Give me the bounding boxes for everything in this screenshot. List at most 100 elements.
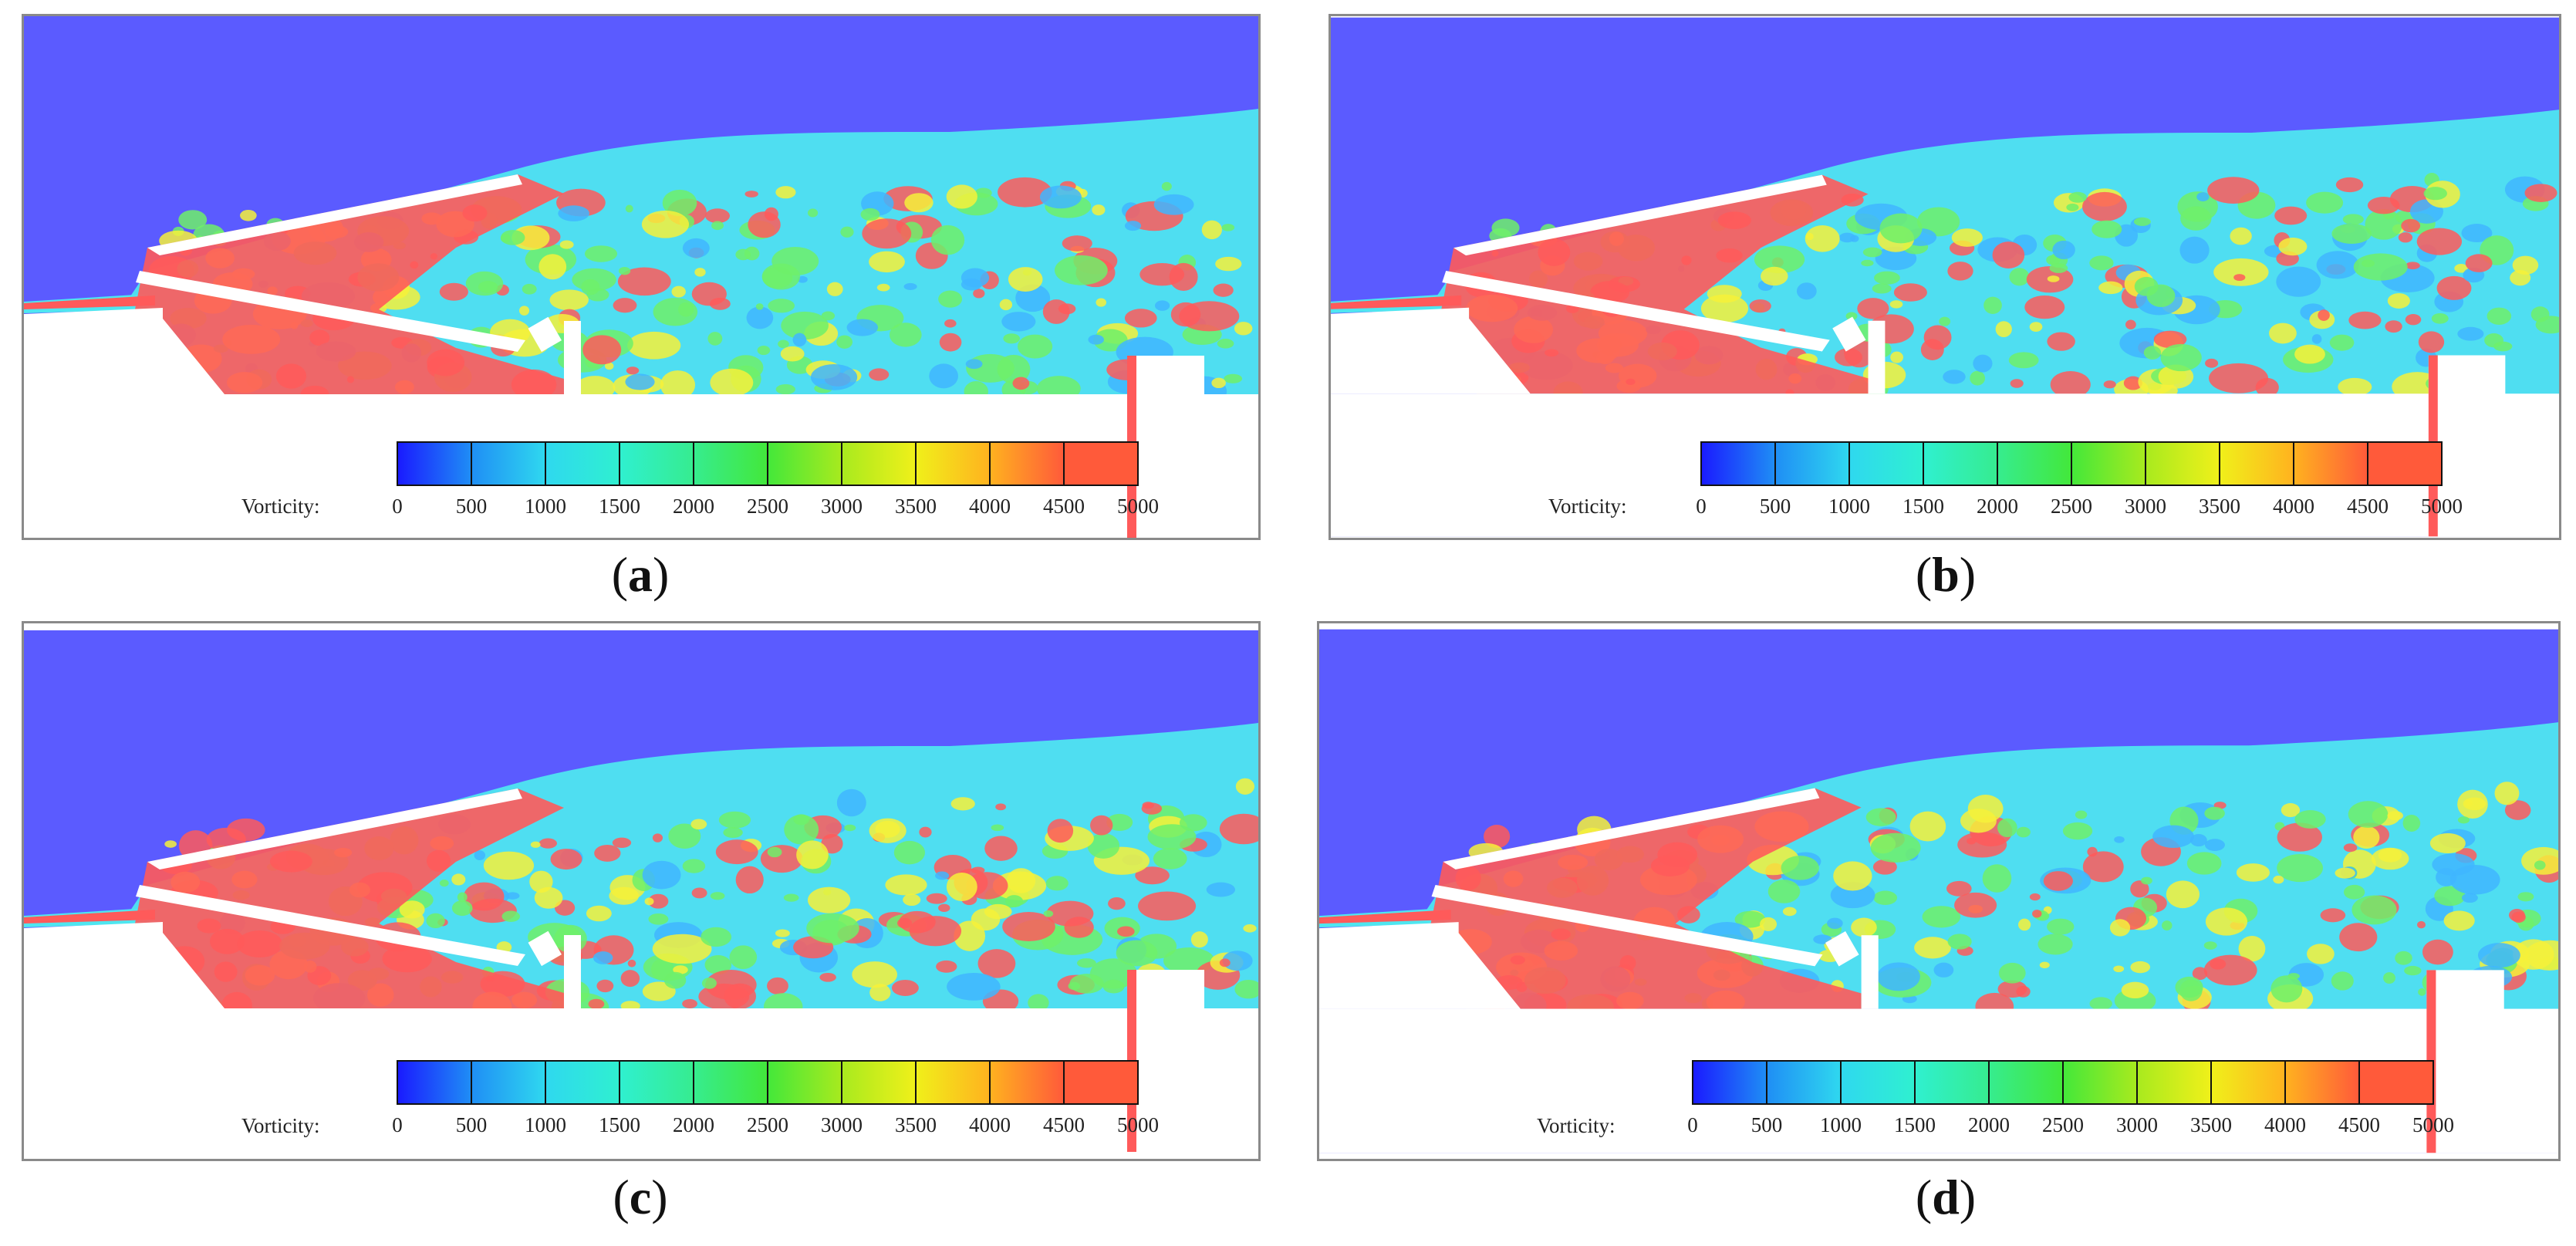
colorbar-tick-label: 500	[455, 495, 488, 518]
colorbar-tick-label: 1000	[1828, 495, 1870, 518]
colorbar-tick-label: 1500	[599, 495, 640, 518]
colorbar-tick-label: 2500	[2051, 495, 2092, 518]
colorbar-tick-label: 2000	[1968, 1113, 2010, 1136]
colorbar-tick-label: 2500	[747, 1113, 788, 1136]
colorbar-tick-label: 0	[1696, 495, 1707, 518]
colorbar-segment	[693, 441, 768, 486]
colorbar-segment	[545, 441, 620, 486]
colorbar-segment	[915, 1060, 991, 1105]
caption-b: (b)	[1915, 547, 1977, 602]
colorbar-segment	[2367, 441, 2443, 486]
caption-d: (d)	[1915, 1170, 1977, 1224]
colorbar-tick-label: 0	[392, 495, 403, 518]
colorbar-tick-label: 2500	[747, 495, 788, 518]
panel-d: Vorticity: 0 500 1000 1500 2000 2500 3000 3500 4…	[1317, 621, 2561, 1161]
colorbar-segment	[1988, 1060, 2064, 1105]
colorbar-segment	[1923, 441, 1998, 486]
colorbar-tick-label: 3000	[821, 495, 863, 518]
colorbar-tick-label: 5000	[2412, 1113, 2454, 1136]
colorbar-segment	[1848, 441, 1924, 486]
colorbar-tick-label: 1000	[525, 495, 566, 518]
colorbar-tick-label: 2500	[2042, 1113, 2084, 1136]
colorbar-tick-label: 3500	[2199, 495, 2240, 518]
colorbar-segment	[841, 441, 917, 486]
colorbar-segment	[397, 1060, 472, 1105]
colorbar-title-b: Vorticity:	[1548, 495, 1627, 518]
colorbar-tick-label: 4500	[1043, 1113, 1085, 1136]
colorbar-title-d: Vorticity:	[1537, 1114, 1615, 1137]
colorbar-segment	[2219, 441, 2294, 486]
colorbar-tick-label: 1000	[525, 1113, 566, 1136]
colorbar-segment	[1840, 1060, 1916, 1105]
colorbar-segment	[2062, 1060, 2138, 1105]
colorbar-c	[397, 1060, 1139, 1105]
colorbar-segment	[2210, 1060, 2286, 1105]
colorbar-segment	[767, 441, 842, 486]
colorbar-segment	[1914, 1060, 1990, 1105]
panel-c: Vorticity: 0 500 1000 1500 2000 2500 3000 3500 4…	[22, 621, 1261, 1161]
colorbar-segment	[1063, 1060, 1139, 1105]
colorbar-tick-label: 3500	[2190, 1113, 2232, 1136]
colorbar-segment	[1774, 441, 1850, 486]
colorbar-tick-label: 5000	[1117, 495, 1159, 518]
vorticity-field-a	[24, 16, 1258, 538]
colorbar-tick-label: 4000	[969, 495, 1011, 518]
colorbar-tick-label: 3000	[2116, 1113, 2158, 1136]
colorbar-title-c: Vorticity:	[241, 1114, 320, 1137]
colorbar-tick-label: 4500	[1043, 495, 1085, 518]
colorbar-segment	[1700, 441, 1776, 486]
colorbar-segment	[619, 441, 694, 486]
colorbar-tick-label: 2000	[673, 495, 714, 518]
colorbar-tick-label: 500	[455, 1113, 488, 1136]
colorbar-segment	[397, 441, 472, 486]
colorbar-segment	[471, 441, 546, 486]
colorbar-segment	[545, 1060, 620, 1105]
colorbar-segment	[2293, 441, 2368, 486]
colorbar-tick-label: 1500	[1902, 495, 1944, 518]
colorbar-tick-label: 3000	[821, 1113, 863, 1136]
colorbar-segment	[1997, 441, 2072, 486]
colorbar-tick-label: 4000	[969, 1113, 1011, 1136]
colorbar-tick-label: 4000	[2264, 1113, 2306, 1136]
colorbar-segment	[471, 1060, 546, 1105]
colorbar-b	[1700, 441, 2443, 486]
colorbar-segment	[989, 441, 1065, 486]
caption-a: (a)	[611, 547, 670, 602]
colorbar-tick-label: 4500	[2347, 495, 2389, 518]
colorbar-segment	[841, 1060, 917, 1105]
colorbar-tick-label: 3500	[895, 495, 937, 518]
colorbar-segment	[1692, 1060, 1767, 1105]
colorbar-tick-label: 4500	[2338, 1113, 2380, 1136]
colorbar-tick-label: 3000	[2125, 495, 2166, 518]
colorbar-tick-label: 1000	[1820, 1113, 1862, 1136]
colorbar-segment	[1063, 441, 1139, 486]
colorbar-segment	[915, 441, 991, 486]
colorbar-segment	[1766, 1060, 1842, 1105]
caption-c: (c)	[613, 1170, 668, 1224]
colorbar-segment	[2136, 1060, 2212, 1105]
colorbar-tick-label: 0	[392, 1113, 403, 1136]
colorbar-tick-label: 2000	[673, 1113, 714, 1136]
colorbar-tick-label: 0	[1687, 1113, 1698, 1136]
panel-a: Vorticity: 0 500 1000 1500 2000 2500 3000 3500 4…	[22, 14, 1261, 540]
colorbar-d	[1692, 1060, 2434, 1105]
colorbar-segment	[693, 1060, 768, 1105]
colorbar-segment	[2145, 441, 2220, 486]
colorbar-tick-label: 5000	[1117, 1113, 1159, 1136]
colorbar-tick-label: 500	[1759, 495, 1791, 518]
panel-b: Vorticity: 0 500 1000 1500 2000 2500 3000 3500 4…	[1329, 14, 2561, 540]
colorbar-tick-label: 2000	[1977, 495, 2018, 518]
colorbar-tick-label: 3500	[895, 1113, 937, 1136]
colorbar-segment	[767, 1060, 842, 1105]
colorbar-tick-label: 1500	[599, 1113, 640, 1136]
colorbar-segment	[2071, 441, 2146, 486]
colorbar-tick-label: 500	[1751, 1113, 1783, 1136]
colorbar-title-a: Vorticity:	[241, 495, 320, 518]
colorbar-segment	[2284, 1060, 2360, 1105]
colorbar-tick-label: 5000	[2421, 495, 2463, 518]
colorbar-tick-label: 1500	[1894, 1113, 1936, 1136]
colorbar-a	[397, 441, 1139, 486]
colorbar-tick-label: 4000	[2273, 495, 2314, 518]
colorbar-segment	[2358, 1060, 2434, 1105]
colorbar-segment	[989, 1060, 1065, 1105]
